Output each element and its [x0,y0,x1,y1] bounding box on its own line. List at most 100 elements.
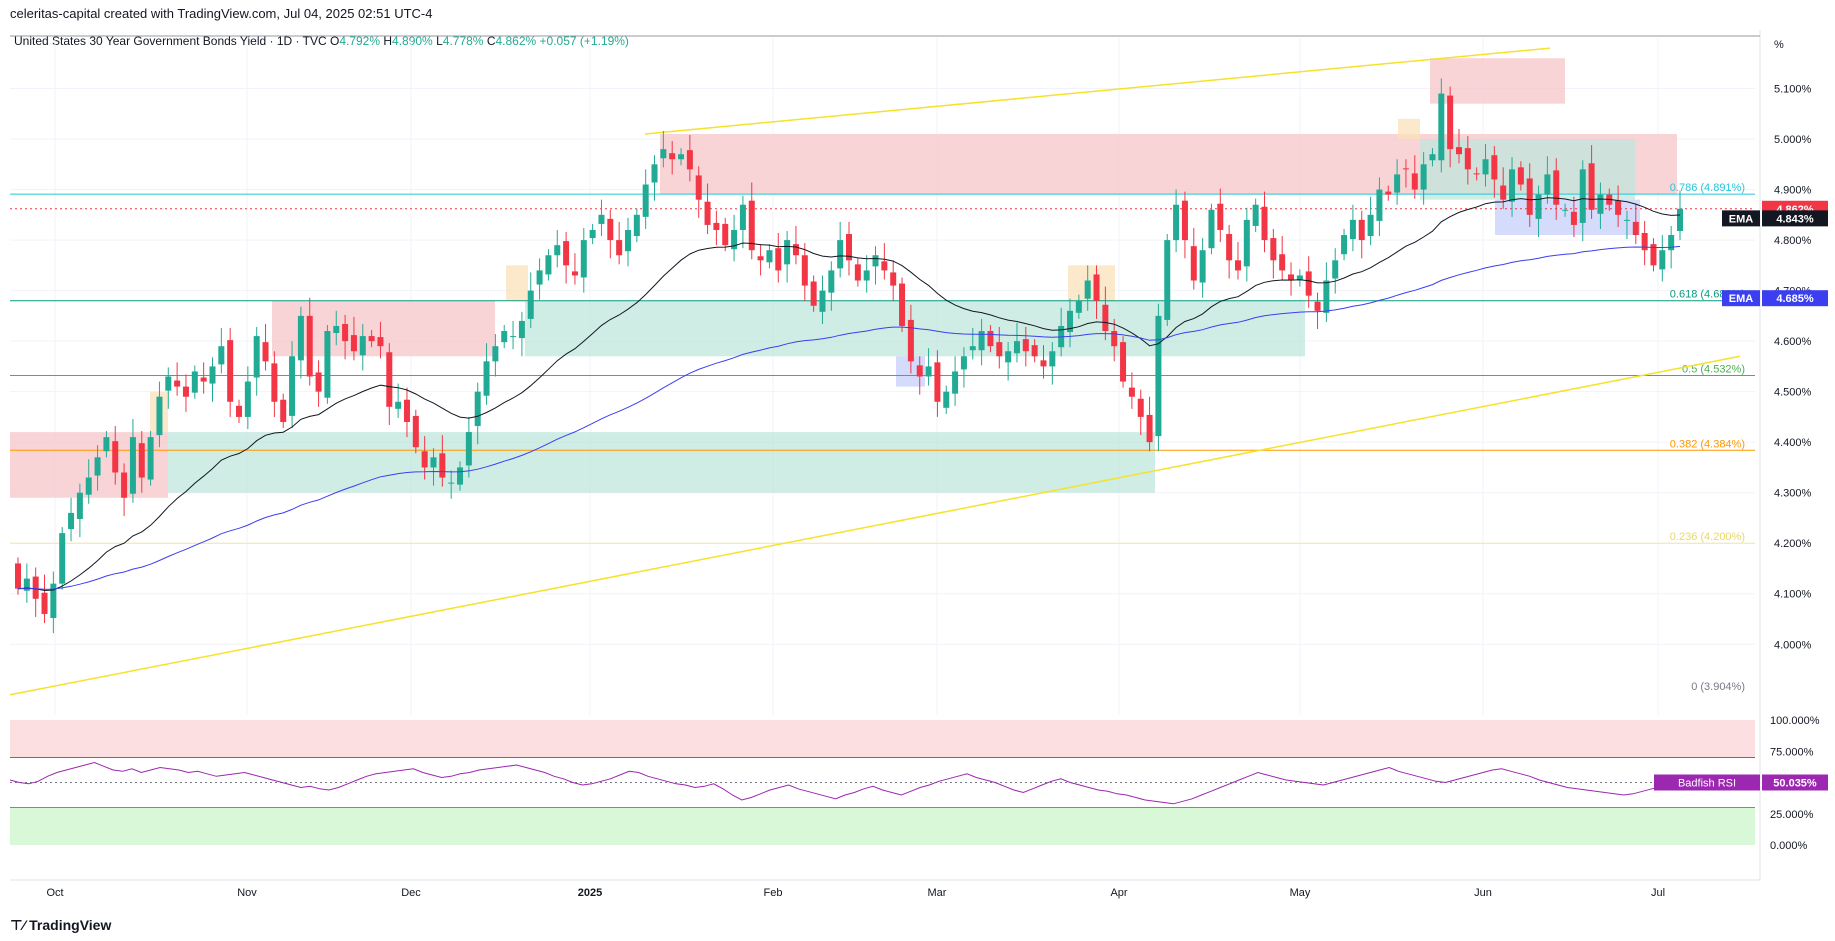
candle-body [85,477,92,495]
candle-body [678,154,685,160]
tradingview-logo[interactable]: ⊤⁄ TradingView [10,917,111,934]
price-tag-label-bg [1722,210,1760,227]
candle-body [333,325,340,334]
candle-body [1040,360,1047,367]
candle-body [121,472,128,498]
x-tick-label: Mar [928,887,947,899]
candle-body [23,578,30,591]
candle-body [518,320,525,339]
candle-body [1650,244,1657,266]
candle-body [1535,194,1542,219]
candle-body [386,352,393,407]
candle-body [94,457,101,476]
instrument-legend: United States 30 Year Government Bonds Y… [14,34,629,48]
candle-body [1632,221,1639,236]
y-tick-label: 4.400% [1774,437,1812,449]
candle-body [1155,315,1162,437]
candle-body [739,204,746,230]
candle-body [1128,387,1135,397]
candle-body [1394,174,1401,193]
candle-body [1473,173,1480,175]
candle-body [598,214,605,224]
candle-body [430,457,437,468]
candle-body [1597,194,1604,214]
x-tick-label: Feb [764,887,783,899]
y-tick-label: 4.600% [1774,336,1812,348]
price-tag-label-bg [1722,290,1760,307]
candle-body [1005,351,1012,363]
candle-body [1349,219,1356,240]
y-tick-label: 4.800% [1774,235,1812,247]
y-tick-label: 4.000% [1774,639,1812,651]
candle-body [1243,219,1250,267]
zone-rect [506,265,528,301]
y-tick-label: 4.900% [1774,185,1812,197]
candle-body [1509,169,1516,202]
zone-rect [1068,265,1115,301]
candle-body [1553,170,1560,205]
candle-body [1261,206,1268,241]
candle-body [1137,398,1144,417]
price-tag-bg [1762,290,1828,307]
candle-body [1455,147,1462,155]
candle-body [1668,235,1675,251]
candle-body [828,270,835,293]
ema-lines [17,197,1681,592]
candle-body [271,363,278,402]
candle-body [1341,235,1348,255]
candle-body [32,576,39,599]
candle-body [589,229,596,239]
open-value: 4.792% [339,34,381,48]
candle-body [722,223,729,246]
high-value: 4.890% [392,34,433,48]
candle-body [766,250,773,263]
high-label: H [383,34,393,48]
candle-body [1084,280,1091,299]
candle-body [76,492,83,519]
candle-body [899,283,906,326]
candle-body [1641,233,1648,251]
candle-body [1376,189,1383,221]
candle-body [996,342,1003,357]
candle-body [1429,154,1436,161]
y-tick-label: 4.500% [1774,387,1812,399]
tradingview-logo-icon: ⊤⁄ [10,917,26,933]
candle-body [607,218,614,241]
candle-body [545,255,552,275]
candle-body [253,336,260,378]
candle-body [403,399,410,422]
candle-body [1226,234,1233,261]
candle-body [1190,246,1197,281]
y-tick-label: 5.000% [1774,134,1812,146]
fib-label: 0.5 (4.532%) [1682,363,1745,375]
candle-body [571,271,578,276]
candle-body [1615,200,1622,215]
candle-body [112,441,119,473]
candle-body [536,270,543,285]
candle-body [492,346,499,362]
candle-body [377,337,384,347]
rsi-panel [9,720,1755,845]
candle-body [1447,95,1454,150]
rsi-overbought-band [10,720,1755,758]
candle-body [1288,274,1295,281]
candle-body [1579,169,1586,223]
candle-body [1659,250,1666,270]
candle-body [244,381,251,417]
candle-body [1314,301,1321,311]
zone-rect [168,432,1155,493]
candle-body [147,437,154,480]
candle-body [1013,341,1020,354]
candle-body [633,214,640,237]
open-label: O [329,34,340,48]
candle-body [227,340,234,402]
candle-body [1049,351,1056,367]
rsi-tick-label: 0.000% [1770,840,1808,852]
candle-body [810,281,817,306]
candle-body [1234,260,1241,271]
candle-body [1385,191,1392,195]
candle-body [218,346,225,365]
low-label: L [436,34,443,48]
candle-body [1332,260,1339,279]
